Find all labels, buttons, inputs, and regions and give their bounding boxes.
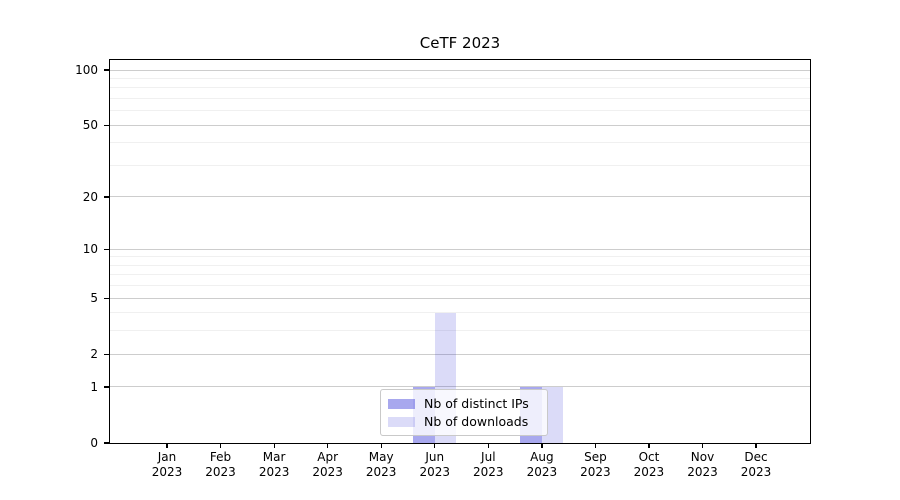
x-tick-mark — [594, 443, 597, 448]
x-tick-month: Dec — [744, 450, 768, 464]
x-tick-month: Sep — [584, 450, 607, 464]
y-tick-label: 5 — [90, 291, 98, 306]
x-tick-month: Jul — [481, 450, 496, 464]
x-tick-label: Jan 2023 — [135, 450, 199, 480]
plot-area-border — [109, 59, 811, 444]
x-tick-mark — [219, 443, 222, 448]
gridline-minor — [110, 110, 810, 112]
legend-label-downloads: Nb of downloads — [424, 414, 529, 429]
x-tick-label: Aug 2023 — [510, 450, 574, 480]
y-tick-label: 2 — [90, 347, 98, 362]
x-tick-year: 2023 — [151, 465, 183, 479]
x-tick-label: Sep 2023 — [563, 450, 627, 480]
y-tick-mark — [104, 442, 109, 444]
gridline-major — [110, 386, 810, 388]
gridline-minor — [110, 142, 810, 144]
gridline-minor — [110, 264, 810, 266]
x-tick-month: Nov — [690, 450, 715, 464]
legend-label-distinct-ips: Nb of distinct IPs — [424, 396, 529, 411]
x-tick-year: 2023 — [419, 465, 451, 479]
gridline-minor — [110, 274, 810, 276]
gridline-minor — [110, 312, 810, 314]
y-tick-mark — [104, 297, 109, 299]
y-tick-mark — [104, 353, 109, 355]
y-tick-mark — [104, 196, 109, 198]
y-tick-label: 50 — [82, 118, 98, 133]
gridline-major — [110, 248, 810, 250]
x-tick-mark — [327, 443, 329, 448]
x-tick-month: Jun — [425, 450, 445, 464]
gridline-major — [110, 69, 810, 71]
x-tick-mark — [487, 443, 489, 448]
x-tick-mark — [541, 443, 543, 448]
x-tick-month: Jan — [157, 450, 177, 464]
x-tick-label: May 2023 — [349, 450, 413, 480]
gridline-major — [110, 196, 810, 198]
x-tick-month: Feb — [209, 450, 232, 464]
x-tick-label: Oct 2023 — [617, 450, 681, 480]
x-tick-mark — [380, 443, 382, 448]
gridline-minor — [110, 87, 810, 89]
x-tick-year: 2023 — [312, 465, 343, 479]
y-tick-mark — [104, 69, 109, 71]
legend-row-distinct-ips: Nb of distinct IPs — [388, 395, 540, 413]
x-tick-year: 2023 — [740, 465, 772, 479]
y-tick-label: 100 — [75, 63, 98, 77]
x-tick-mark — [166, 443, 168, 448]
gridline-minor — [110, 77, 810, 79]
x-tick-mark — [701, 443, 704, 448]
x-tick-year: 2023 — [365, 465, 397, 479]
y-tick-label: 20 — [82, 189, 98, 204]
x-tick-year: 2023 — [473, 465, 504, 479]
chart-title: CeTF 2023 — [419, 34, 501, 52]
x-tick-month: Apr — [317, 450, 339, 464]
x-tick-label: Mar 2023 — [242, 450, 306, 480]
x-tick-month: Oct — [638, 450, 660, 464]
x-tick-mark — [755, 443, 757, 448]
gridline-minor — [110, 256, 810, 258]
y-tick-mark — [104, 124, 109, 126]
x-tick-label: Apr 2023 — [296, 450, 360, 480]
legend-swatch-distinct-ips — [388, 399, 415, 409]
y-tick-mark — [104, 386, 109, 388]
y-tick-mark — [104, 248, 109, 250]
x-tick-mark — [434, 443, 436, 448]
gridline-major — [110, 124, 810, 126]
x-tick-label: Jul 2023 — [456, 450, 520, 480]
x-tick-year: 2023 — [205, 465, 236, 479]
legend: Nb of distinct IPs Nb of downloads — [380, 389, 548, 436]
x-tick-label: Jun 2023 — [403, 450, 467, 480]
gridline-minor — [110, 97, 810, 99]
legend-swatch-downloads — [388, 417, 415, 427]
x-tick-label: Dec 2023 — [724, 450, 788, 480]
x-tick-year: 2023 — [258, 465, 290, 479]
x-tick-mark — [648, 443, 650, 448]
x-tick-mark — [273, 443, 275, 448]
legend-row-downloads: Nb of downloads — [388, 413, 540, 431]
y-tick-label: 10 — [82, 242, 98, 257]
x-tick-month: Mar — [262, 450, 286, 464]
x-tick-label: Nov 2023 — [671, 450, 735, 480]
y-tick-label: 1 — [90, 379, 98, 394]
gridline-minor — [110, 164, 810, 166]
x-tick-year: 2023 — [526, 465, 558, 479]
x-tick-year: 2023 — [633, 465, 665, 479]
gridline-major — [110, 297, 810, 299]
x-tick-label: Feb 2023 — [189, 450, 253, 480]
gridline-minor — [110, 330, 810, 332]
x-tick-year: 2023 — [687, 465, 718, 479]
x-tick-year: 2023 — [580, 465, 611, 479]
x-tick-month: May — [368, 450, 394, 464]
gridline-minor — [110, 285, 810, 287]
y-tick-label: 0 — [90, 436, 98, 450]
gridline-major — [110, 353, 810, 355]
x-tick-month: Aug — [530, 450, 554, 464]
